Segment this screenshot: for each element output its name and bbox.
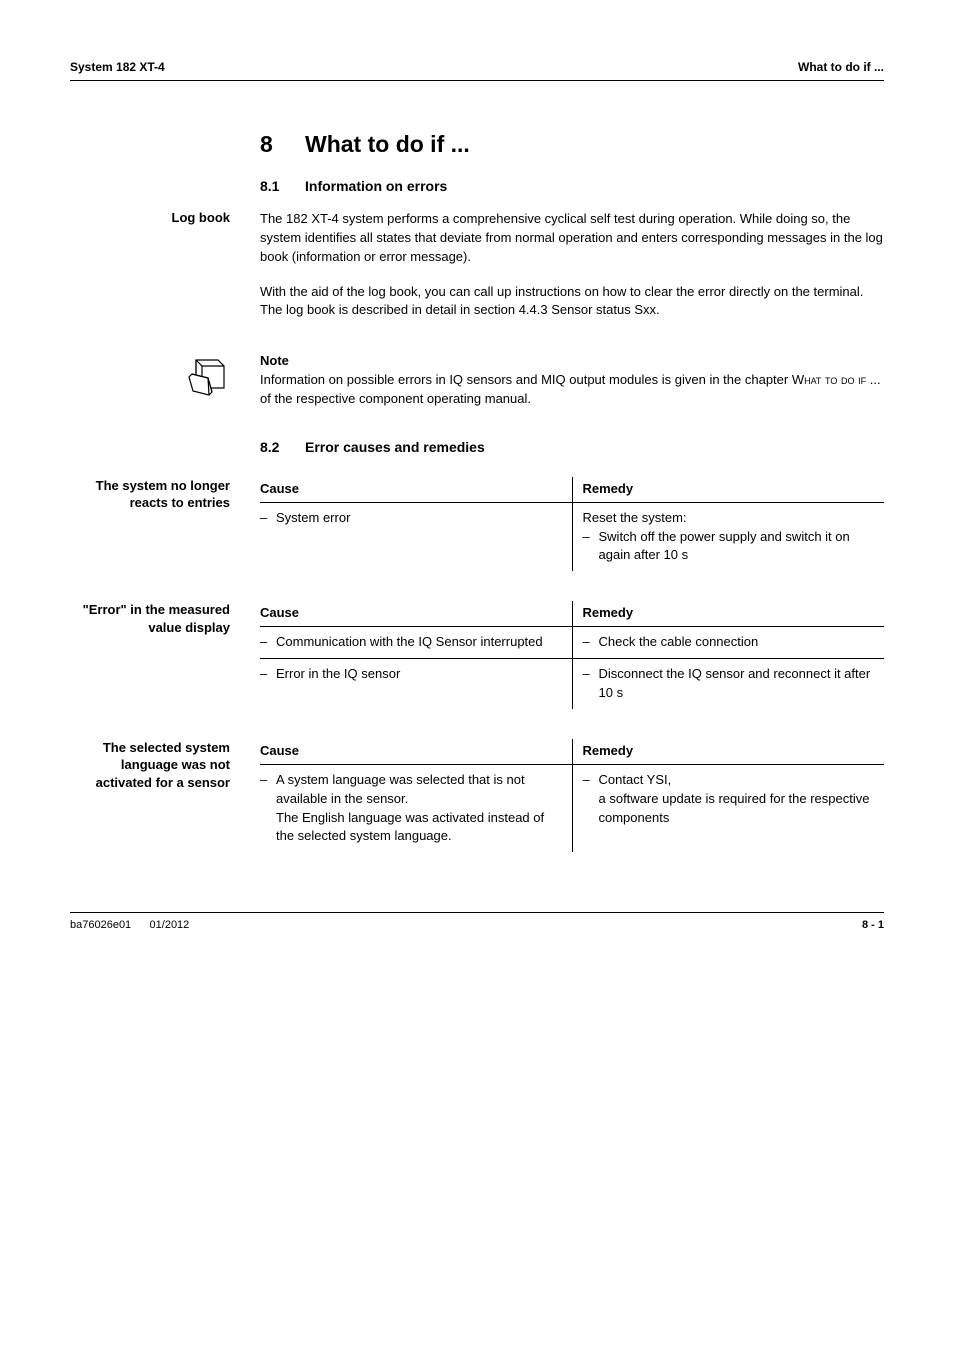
footer-left: ba76026e01 01/2012 — [70, 919, 189, 931]
logbook-para-2: With the aid of the log book, you can ca… — [260, 283, 884, 321]
table3: Cause Remedy –A system language was sele… — [260, 739, 884, 852]
table2-side-label: "Error" in the measured value display — [70, 601, 260, 709]
section-8-2-number: 8.2 — [260, 439, 305, 455]
section-8-1-number: 8.1 — [260, 178, 305, 194]
table2-header-cause: Cause — [260, 601, 572, 627]
table1-cause-1: –System error — [260, 502, 572, 571]
table3-header-cause: Cause — [260, 739, 572, 765]
chapter-text: What to do if ... — [305, 131, 470, 157]
footer-page-number: 8 - 1 — [862, 919, 884, 931]
section-8-1-text: Information on errors — [305, 178, 447, 194]
section-8-1-title: 8.1Information on errors — [260, 178, 884, 194]
table3-side-label: The selected system language was not act… — [70, 739, 260, 852]
table1-header-cause: Cause — [260, 477, 572, 503]
table2-header-remedy: Remedy — [572, 601, 884, 627]
section-8-2-title: 8.2Error causes and remedies — [260, 439, 884, 455]
section-8-2-text: Error causes and remedies — [305, 439, 485, 455]
header-left: System 182 XT-4 — [70, 60, 165, 74]
note-icon — [188, 354, 230, 396]
table2-remedy-1: –Check the cable connection — [572, 627, 884, 659]
table3-remedy-1: –Contact YSI, a software update is requi… — [572, 764, 884, 852]
chapter-number: 8 — [260, 131, 305, 158]
chapter-title: 8What to do if ... — [260, 131, 884, 158]
table2-cause-2: –Error in the IQ sensor — [260, 659, 572, 709]
note-text: Information on possible errors in IQ sen… — [260, 372, 881, 406]
table1-side-label: The system no longer reacts to entries — [70, 477, 260, 572]
table3-header-remedy: Remedy — [572, 739, 884, 765]
table1-header-remedy: Remedy — [572, 477, 884, 503]
header-right: What to do if ... — [798, 60, 884, 74]
table1: Cause Remedy –System error Reset the sys… — [260, 477, 884, 572]
table3-cause-1: –A system language was selected that is … — [260, 764, 572, 852]
table1-remedy-1: Reset the system: –Switch off the power … — [572, 502, 884, 571]
table2: Cause Remedy –Communication with the IQ … — [260, 601, 884, 709]
table2-cause-1: –Communication with the IQ Sensor interr… — [260, 627, 572, 659]
note-label: Note — [260, 352, 884, 371]
table2-remedy-2: –Disconnect the IQ sensor and reconnect … — [572, 659, 884, 709]
logbook-label: Log book — [70, 210, 260, 336]
logbook-para-1: The 182 XT-4 system performs a comprehen… — [260, 210, 884, 267]
